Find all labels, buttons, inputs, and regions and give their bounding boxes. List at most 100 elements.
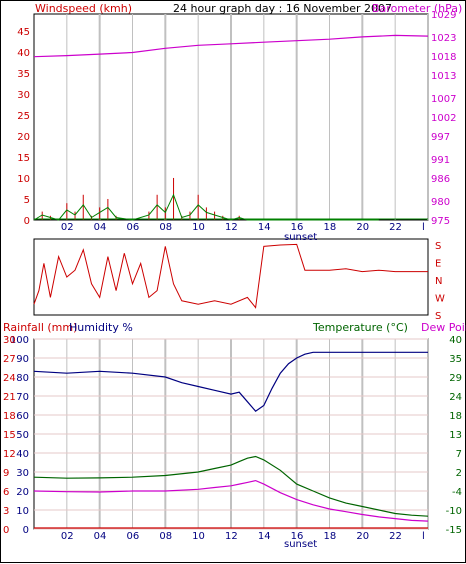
temperature-line [33, 455, 429, 517]
windspeed-tick-label: 45 [17, 27, 30, 38]
windspeed-tick-label: 0 [24, 216, 30, 227]
x-tick-label: 10 [192, 531, 205, 542]
rainfall-axis-label: Rainfall (mm) [3, 321, 77, 334]
direction-panel [33, 238, 429, 316]
x-tick-label: 14 [258, 531, 271, 542]
dewpoint-axis-label: Dew Point [421, 321, 466, 334]
humidity-tick-label: 80 [16, 373, 29, 384]
x-tick-label: 12 [225, 531, 238, 542]
x-tick-label: 16 [291, 222, 304, 233]
x-tick-label: 12 [225, 222, 238, 233]
barometer-tick-label: 1018 [431, 52, 456, 63]
temperature-tick-label: -15 [446, 525, 462, 536]
windspeed-axis-label: Windspeed (kmh) [35, 2, 132, 15]
windspeed-tick-label: 30 [17, 90, 30, 101]
humidity-tick-label: 20 [16, 487, 29, 498]
temperature-tick-label: 2 [456, 468, 462, 479]
x-tick-label: 04 [94, 222, 107, 233]
rain-tick-label: 15 [3, 430, 16, 441]
x-tick-label: 10 [192, 222, 205, 233]
dewpoint-line [33, 479, 429, 522]
x-tick-label: 20 [356, 222, 369, 233]
series-lines [33, 34, 429, 529]
x-tick-label: 18 [324, 531, 337, 542]
temperature-tick-label: -10 [446, 506, 462, 517]
chart-title: 24 hour graph day : 16 November 2007 [173, 2, 392, 15]
windspeed-tick-label: 40 [17, 48, 30, 59]
rain-tick-label: 30 [3, 335, 16, 346]
x-tick-label: l [422, 531, 425, 542]
windspeed-tick-label: 15 [17, 153, 30, 164]
rain-tick-label: 0 [3, 525, 9, 536]
rain-tick-label: 24 [3, 373, 16, 384]
x-tick-label: 22 [389, 531, 402, 542]
axis-tick-labels: 0202040406060808101012121414161618182020… [3, 10, 462, 542]
windspeed-tick-label: 10 [17, 174, 30, 185]
humidity-line [33, 351, 428, 413]
humidity-tick-label: 30 [16, 468, 29, 479]
windspeed-tick-label: 35 [17, 69, 30, 80]
humidity-tick-label: 50 [16, 430, 29, 441]
x-tick-label: 20 [356, 531, 369, 542]
x-tick-label: 02 [61, 222, 74, 233]
direction-tick-label: S [435, 311, 441, 322]
humidity-tick-label: 90 [16, 354, 29, 365]
humidity-tick-label: 100 [10, 335, 29, 346]
temperature-tick-label: -4 [452, 487, 462, 498]
bottom-xaxis-label: sunset [284, 539, 317, 550]
temperature-tick-label: 7 [456, 449, 462, 460]
barometer-tick-label: 1013 [431, 71, 456, 82]
barometer-axis-label: Barometer (hPa) [372, 2, 462, 15]
temperature-axis-label: Temperature (°C) [312, 321, 408, 334]
x-tick-label: 14 [258, 222, 271, 233]
temperature-tick-label: 13 [449, 430, 462, 441]
windspeed-tick-label: 20 [17, 132, 30, 143]
x-tick-label: 04 [94, 531, 107, 542]
direction-tick-label: N [435, 276, 442, 287]
x-tick-label: 16 [291, 531, 304, 542]
rain-tick-label: 9 [3, 468, 9, 479]
humidity-tick-label: 0 [23, 525, 29, 536]
barometer-tick-label: 975 [431, 216, 450, 227]
direction-tick-label: W [435, 294, 445, 305]
temperature-tick-label: 18 [449, 411, 462, 422]
humidity-tick-label: 40 [16, 449, 29, 460]
temperature-tick-label: 29 [449, 373, 462, 384]
rain-tick-label: 21 [3, 392, 16, 403]
barometer-tick-label: 997 [431, 132, 450, 143]
x-tick-label: 18 [324, 222, 337, 233]
rain-tick-label: 3 [3, 506, 9, 517]
x-tick-label: 08 [159, 531, 172, 542]
barometer-tick-label: 986 [431, 174, 450, 185]
x-tick-label: 08 [159, 222, 172, 233]
barometer-tick-label: 1029 [431, 10, 456, 21]
temperature-tick-label: 35 [449, 354, 462, 365]
rain-tick-label: 6 [3, 487, 9, 498]
barometer-tick-label: 1007 [431, 94, 456, 105]
rain-tick-label: 12 [3, 449, 16, 460]
temperature-tick-label: 24 [449, 392, 462, 403]
rain-tick-label: 27 [3, 354, 16, 365]
temp-grid [34, 338, 429, 530]
x-tick-label: 06 [127, 531, 140, 542]
direction-tick-label: S [435, 241, 441, 252]
barometer-line [33, 34, 429, 58]
temperature-tick-label: 40 [449, 335, 462, 346]
top-xaxis-label: sunset [284, 232, 317, 243]
barometer-tick-label: 1002 [431, 113, 456, 124]
humidity-tick-label: 70 [16, 392, 29, 403]
x-tick-label: 02 [61, 531, 74, 542]
barometer-tick-label: 991 [431, 155, 450, 166]
rain-tick-label: 18 [3, 411, 16, 422]
x-tick-label: 06 [127, 222, 140, 233]
barometer-tick-label: 980 [431, 197, 450, 208]
humidity-tick-label: 60 [16, 411, 29, 422]
barometer-tick-label: 1023 [431, 33, 456, 44]
windspeed-tick-label: 5 [24, 195, 30, 206]
humidity-tick-label: 10 [16, 506, 29, 517]
x-tick-label: l [422, 222, 425, 233]
direction-tick-label: E [435, 259, 441, 270]
x-tick-label: 22 [389, 222, 402, 233]
